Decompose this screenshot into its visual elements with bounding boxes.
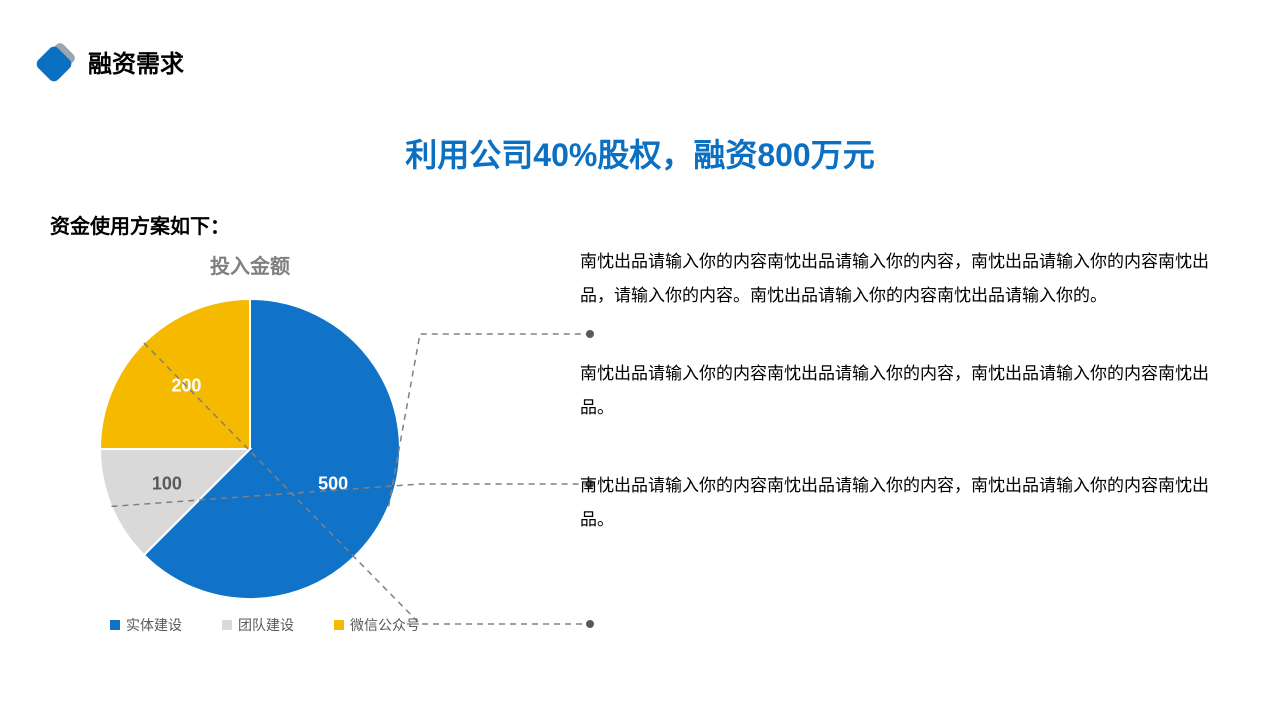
slide-header: 融资需求 [30,40,184,82]
description-paragraph: 南忱出品请输入你的内容南忱出品请输入你的内容，南忱出品请输入你的内容南忱出品。 [580,357,1220,425]
leader-dot [586,620,594,628]
main-headline: 利用公司40%股权，融资800万元 [0,130,1280,176]
pie-chart-block: 投入金额 500100200 [50,250,550,609]
diamond-icon [30,40,72,82]
leader-line [389,334,590,506]
legend-swatch [222,620,232,630]
legend-swatch [334,620,344,630]
legend-label: 微信公众号 [350,615,420,635]
description-column: 南忱出品请输入你的内容南忱出品请输入你的内容，南忱出品请输入你的内容南忱出品，请… [580,245,1220,581]
description-paragraph: 南忱出品请输入你的内容南忱出品请输入你的内容，南忱出品请输入你的内容南忱出品，请… [580,245,1220,313]
pie-slice [100,299,250,449]
legend-label: 团队建设 [238,615,294,635]
legend-item: 微信公众号 [334,615,420,635]
description-paragraph: 南忱出品请输入你的内容南忱出品请输入你的内容，南忱出品请输入你的内容南忱出品。 [580,469,1220,537]
usage-subtitle: 资金使用方案如下： [50,210,230,239]
legend-item: 实体建设 [110,615,182,635]
slide-section-title: 融资需求 [88,44,184,79]
legend-item: 团队建设 [222,615,294,635]
legend-swatch [110,620,120,630]
chart-legend: 实体建设 团队建设 微信公众号 [110,615,420,635]
chart-title: 投入金额 [90,250,410,279]
legend-label: 实体建设 [126,615,182,635]
pie-chart: 500100200 [50,289,550,609]
slice-value-label: 100 [152,473,182,493]
